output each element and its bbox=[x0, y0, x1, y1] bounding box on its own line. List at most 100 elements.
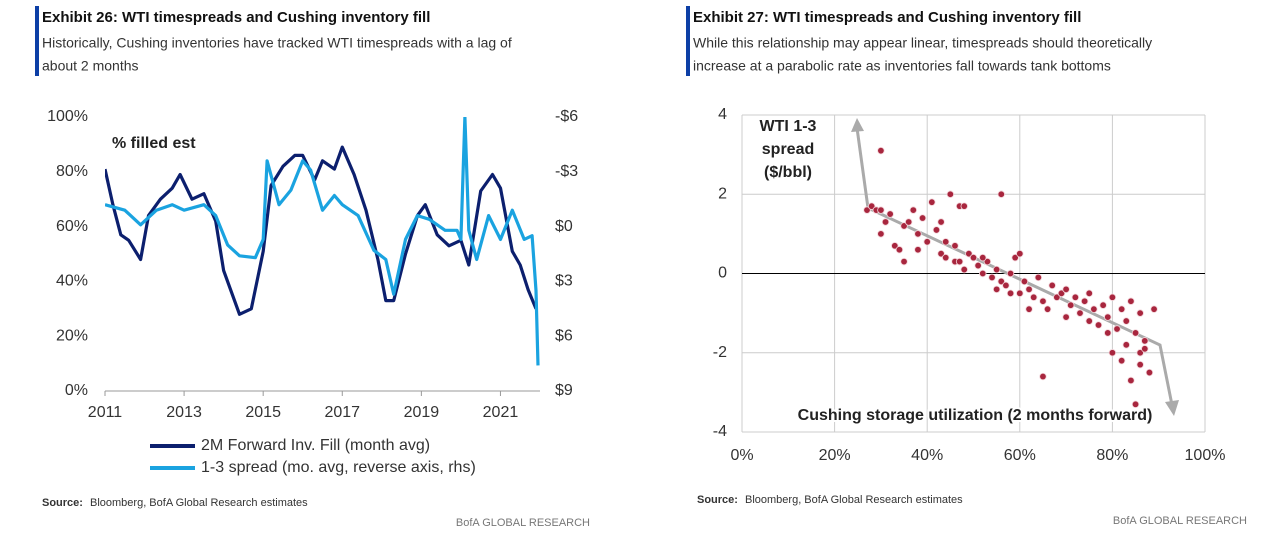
point bbox=[1131, 329, 1140, 337]
y2-tick-label: $6 bbox=[555, 327, 573, 344]
y2-tick-label: $0 bbox=[555, 218, 573, 235]
x-axis-label: Cushing storage utilization (2 months fo… bbox=[798, 407, 1153, 424]
subtitle: While this relationship may appear linea… bbox=[693, 35, 1152, 51]
point bbox=[1080, 297, 1089, 305]
x-tick-label: 0% bbox=[730, 447, 753, 464]
y2-tick-label: -$3 bbox=[555, 163, 578, 180]
point bbox=[1067, 301, 1075, 309]
point bbox=[955, 257, 964, 266]
arrowhead bbox=[1165, 400, 1179, 416]
y-tick-label: 0% bbox=[65, 382, 88, 399]
point bbox=[923, 238, 931, 246]
point bbox=[1016, 249, 1024, 258]
point bbox=[877, 146, 885, 155]
y-tick-label: 4 bbox=[718, 106, 727, 123]
point bbox=[1136, 349, 1144, 357]
point bbox=[937, 218, 945, 226]
point bbox=[1136, 360, 1144, 369]
point bbox=[863, 206, 871, 214]
y2-tick-label: -$6 bbox=[555, 108, 578, 125]
point bbox=[1099, 301, 1107, 309]
point bbox=[1025, 305, 1033, 313]
subtitle: increase at a parabolic rate as inventor… bbox=[693, 58, 1111, 74]
point bbox=[960, 265, 968, 274]
point bbox=[1016, 289, 1024, 298]
point bbox=[1043, 305, 1052, 313]
title-bar bbox=[686, 6, 690, 76]
y-tick-label: 80% bbox=[56, 163, 88, 180]
point bbox=[992, 285, 1001, 294]
point bbox=[891, 242, 899, 250]
point bbox=[951, 242, 959, 250]
point bbox=[1006, 269, 1015, 278]
point bbox=[1034, 273, 1043, 282]
point bbox=[1104, 329, 1112, 337]
point bbox=[1039, 297, 1047, 305]
arrowhead bbox=[851, 118, 864, 132]
y-tick-label: 0 bbox=[718, 265, 727, 282]
y-tick-label: 40% bbox=[56, 273, 88, 290]
annotation: % filled est bbox=[112, 135, 196, 152]
y-axis-label: WTI 1-3 bbox=[760, 118, 817, 135]
point bbox=[937, 249, 945, 258]
y2-tick-label: $3 bbox=[555, 273, 573, 290]
point bbox=[1057, 289, 1066, 298]
footer: BofA GLOBAL RESEARCH bbox=[1113, 515, 1247, 527]
point bbox=[979, 253, 987, 262]
point bbox=[1122, 317, 1130, 325]
point bbox=[1039, 372, 1047, 381]
point bbox=[979, 269, 987, 278]
point bbox=[942, 253, 950, 262]
point bbox=[988, 273, 996, 282]
point bbox=[1090, 305, 1098, 313]
point bbox=[1104, 313, 1112, 321]
x-tick-label: 2017 bbox=[324, 404, 360, 421]
point bbox=[886, 210, 894, 218]
x-tick-label: 2013 bbox=[166, 404, 202, 421]
point bbox=[1141, 345, 1149, 353]
point bbox=[960, 202, 968, 210]
point bbox=[1071, 293, 1080, 301]
point bbox=[895, 246, 904, 254]
series-line bbox=[105, 117, 540, 366]
point bbox=[1127, 376, 1135, 385]
point bbox=[867, 202, 876, 210]
y-axis-label: spread bbox=[762, 141, 814, 158]
point bbox=[983, 257, 992, 266]
y-tick-label: 2 bbox=[718, 185, 727, 202]
point bbox=[942, 238, 950, 246]
source: Bloomberg, BofA Global Research estimate… bbox=[745, 494, 963, 506]
legend-label: 1-3 spread (mo. avg, reverse axis, rhs) bbox=[201, 459, 476, 476]
point bbox=[946, 190, 955, 198]
y-tick-label: -2 bbox=[713, 344, 727, 361]
footer: BofA GLOBAL RESEARCH bbox=[456, 517, 590, 529]
series-line bbox=[105, 145, 538, 316]
point bbox=[914, 246, 922, 254]
point bbox=[918, 214, 927, 222]
point bbox=[1020, 277, 1029, 286]
point bbox=[1136, 309, 1144, 317]
y-tick-label: 60% bbox=[56, 218, 88, 235]
point bbox=[928, 198, 936, 206]
x-tick-label: 20% bbox=[819, 447, 851, 464]
y-tick-label: -4 bbox=[713, 423, 727, 440]
point bbox=[1108, 349, 1117, 357]
x-tick-label: 2019 bbox=[404, 404, 440, 421]
y2-tick-label: $9 bbox=[555, 382, 573, 399]
point bbox=[1150, 305, 1158, 313]
point bbox=[900, 257, 908, 266]
point bbox=[1131, 400, 1140, 408]
point bbox=[900, 222, 908, 230]
point bbox=[1062, 313, 1070, 321]
point bbox=[997, 190, 1005, 198]
point bbox=[914, 230, 922, 238]
chart-title: Exhibit 27: WTI timespreads and Cushing … bbox=[693, 9, 1081, 26]
point bbox=[1029, 293, 1038, 301]
subtitle: about 2 months bbox=[42, 58, 139, 74]
point bbox=[909, 206, 918, 214]
source-label: Source: bbox=[42, 497, 83, 509]
point bbox=[1002, 281, 1010, 290]
point bbox=[992, 265, 1001, 274]
x-tick-label: 2021 bbox=[483, 404, 519, 421]
